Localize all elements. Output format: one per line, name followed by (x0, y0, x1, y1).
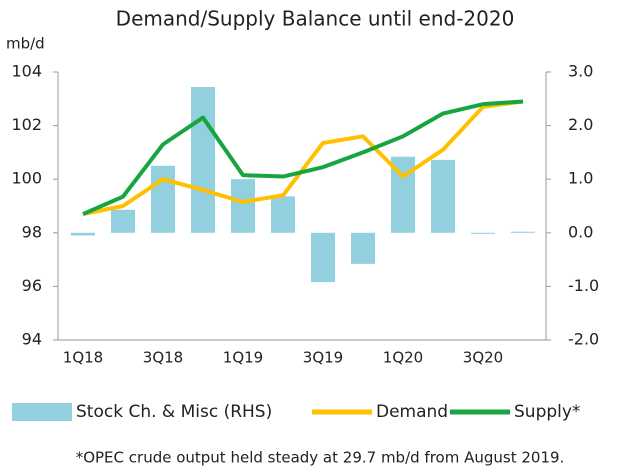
footnote: *OPEC crude output held steady at 29.7 m… (76, 449, 565, 467)
bar (471, 232, 495, 234)
y2-tick-label: 1.0 (568, 169, 593, 188)
bar (311, 232, 335, 283)
y-axis-label: mb/d (6, 35, 45, 53)
line (82, 99, 524, 217)
bar (151, 165, 175, 233)
y-tick-label: 96 (22, 276, 42, 295)
y-tick-label: 94 (22, 330, 42, 349)
y-tick-label: 104 (11, 62, 42, 81)
x-tick-label: 3Q19 (303, 349, 343, 367)
line (82, 99, 524, 216)
bar (271, 196, 295, 233)
x-tick-label: 3Q18 (143, 349, 183, 367)
bar (191, 87, 215, 233)
legend-swatch (12, 403, 72, 421)
y2-tick-label: -2.0 (568, 330, 599, 349)
y-tick-label: 100 (11, 169, 42, 188)
legend-label: Supply* (514, 402, 580, 422)
y-tick-label: 102 (11, 115, 42, 134)
y-tick-label: 98 (22, 222, 42, 241)
bar (351, 232, 375, 264)
y2-tick-label: -1.0 (568, 276, 599, 295)
bar (511, 231, 535, 233)
bar (111, 209, 135, 233)
bar (71, 232, 95, 236)
x-tick-label: 3Q20 (463, 349, 503, 367)
legend-label: Stock Ch. & Misc (RHS) (76, 402, 272, 422)
x-tick-label: 1Q18 (63, 349, 103, 367)
y2-tick-label: 3.0 (568, 62, 593, 81)
legend-label: Demand (376, 402, 448, 422)
bar (431, 159, 455, 233)
y2-tick-label: 0.0 (568, 222, 593, 241)
x-tick-label: 1Q20 (383, 349, 423, 367)
x-tick-label: 1Q19 (223, 349, 263, 367)
chart-title: Demand/Supply Balance until end-2020 (116, 7, 515, 31)
bar (231, 179, 255, 233)
y2-tick-label: 2.0 (568, 115, 593, 134)
